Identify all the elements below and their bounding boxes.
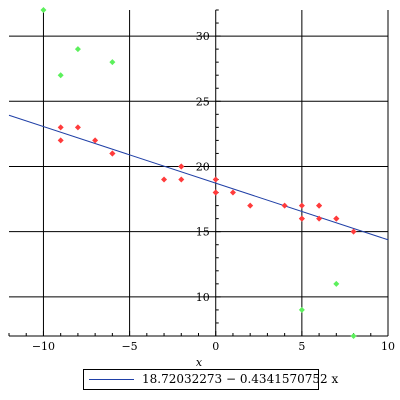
data-point <box>57 137 64 144</box>
legend-line-swatch <box>89 379 134 380</box>
x-tick-label: 5 <box>298 340 305 353</box>
y-tick-label: 30 <box>196 30 210 43</box>
legend: 18.72032273 − 0.4341570752 x <box>83 369 338 390</box>
x-axis-label: x <box>196 356 203 369</box>
data-point <box>212 176 219 183</box>
data-point <box>316 202 323 209</box>
fit-line <box>8 114 389 241</box>
data-points <box>40 7 357 339</box>
data-point <box>298 215 305 222</box>
x-tick-label: 0 <box>212 340 219 353</box>
data-point <box>178 163 185 170</box>
y-tick-label: 10 <box>196 291 210 304</box>
data-point <box>229 189 236 196</box>
data-point <box>350 333 357 339</box>
x-tick-label: −5 <box>121 340 137 353</box>
x-tick-label: −10 <box>32 340 55 353</box>
y-tick-label: 15 <box>196 226 210 239</box>
y-tick-label: 20 <box>196 160 210 173</box>
data-point <box>298 202 305 209</box>
data-point <box>74 46 81 53</box>
data-point <box>92 137 99 144</box>
data-point <box>178 176 185 183</box>
data-point <box>298 306 305 313</box>
data-point <box>109 59 116 66</box>
data-point <box>247 202 254 209</box>
axes <box>8 9 389 337</box>
data-point <box>333 215 340 222</box>
data-point <box>316 215 323 222</box>
data-point <box>74 124 81 131</box>
legend-label: 18.72032273 − 0.4341570752 x <box>142 372 339 386</box>
data-point <box>350 228 357 235</box>
data-point <box>161 176 168 183</box>
grid <box>9 10 389 336</box>
x-tick-label: 10 <box>381 340 395 353</box>
y-tick-label: 25 <box>196 95 210 108</box>
data-point <box>40 7 47 13</box>
fit-line-layer <box>8 114 389 241</box>
tick-labels: −10 −5 0 5 10 10 15 20 25 30 <box>32 30 395 353</box>
data-point <box>281 202 288 209</box>
data-point <box>109 150 116 157</box>
data-point <box>57 72 64 79</box>
data-point <box>57 124 64 131</box>
data-point <box>333 280 340 287</box>
data-point <box>212 189 219 196</box>
